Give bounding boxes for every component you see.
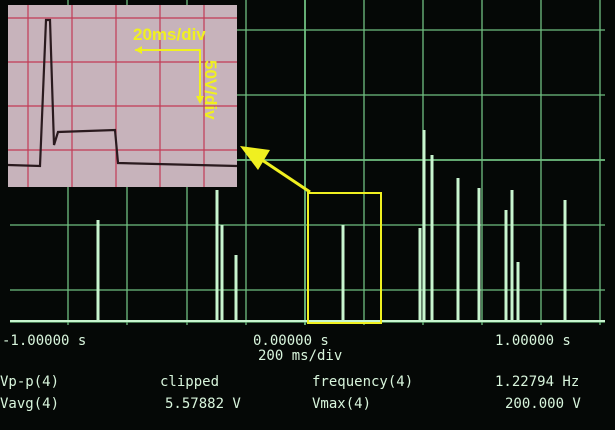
measurement-label: Vmax(4) xyxy=(312,396,371,412)
timebase: 200 ms/div xyxy=(258,348,342,364)
time-label-right: 1.00000 s xyxy=(495,333,571,349)
time-label-left: -1.00000 s xyxy=(2,333,86,349)
measurement-label: Vavg(4) xyxy=(0,396,59,412)
measurement-label: Vp-p(4) xyxy=(0,374,59,390)
measurement-value: clipped xyxy=(160,374,219,390)
measurement-value: 1.22794 Hz xyxy=(495,374,579,390)
inset-volt-scale: 50V/div xyxy=(201,60,220,120)
measurement-value: 5.57882 V xyxy=(165,396,241,412)
measurement-label: frequency(4) xyxy=(312,374,413,390)
measurement-value: 200.000 V xyxy=(505,396,581,412)
page: 20ms/div 50V/div -1.00000 s 0.00000 s 1.… xyxy=(0,0,615,430)
oscilloscope-photo: 20ms/div 50V/div -1.00000 s 0.00000 s 1.… xyxy=(0,0,615,430)
inset-photo: 20ms/div 50V/div xyxy=(8,5,237,187)
time-label-center: 0.00000 s xyxy=(253,333,329,349)
inset-time-scale: 20ms/div xyxy=(133,25,206,44)
